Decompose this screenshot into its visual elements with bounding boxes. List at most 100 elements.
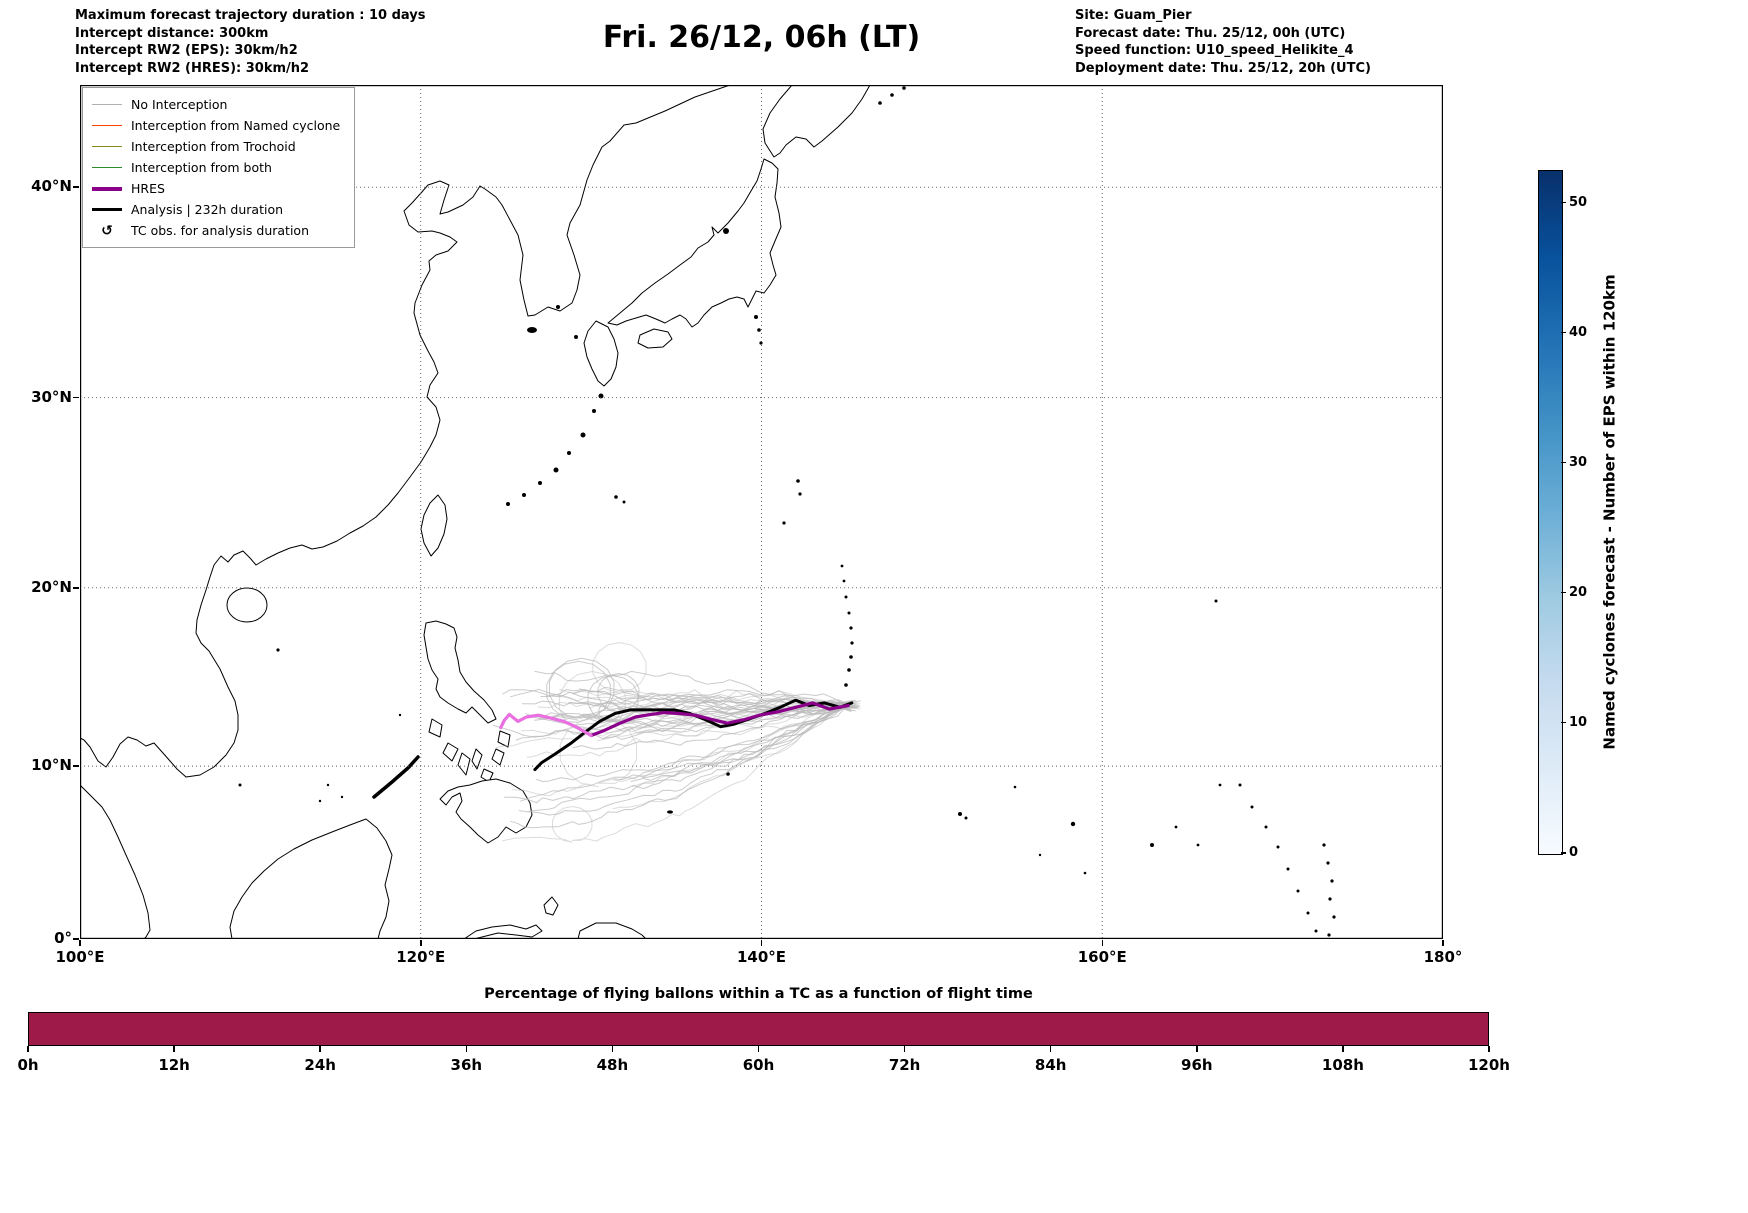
legend-item: HRES	[91, 178, 340, 199]
island-speck	[1238, 783, 1242, 787]
legend-line	[92, 124, 122, 127]
legend-item: Interception from both	[91, 157, 340, 178]
axis-tick-mark	[27, 1046, 29, 1052]
eps-trajectory	[526, 699, 856, 758]
island-speck	[567, 451, 571, 455]
eps-trajectory	[568, 707, 852, 734]
coast-sulawesi	[463, 924, 543, 939]
track-hres-light-magenta-segment-	[499, 712, 593, 738]
tc-percentage-bar	[28, 1012, 1489, 1046]
axis-tick-mark	[465, 1046, 468, 1052]
coast-mainland-asia	[80, 85, 731, 778]
coast-mindanao	[439, 778, 533, 844]
eps-trajectory	[512, 705, 861, 797]
island-speck	[553, 467, 559, 473]
coastlines	[80, 85, 1336, 939]
coast-leyte	[491, 748, 505, 766]
axis-tick-mark	[1561, 201, 1566, 204]
eps-trajectory	[503, 707, 846, 804]
island-speck	[614, 495, 618, 499]
y-tick-label: 10°N	[31, 756, 72, 775]
island-speck	[890, 93, 894, 97]
island-speck	[1332, 915, 1336, 919]
colorbar	[1538, 170, 1563, 855]
island-speck	[958, 812, 962, 816]
island-speck	[782, 521, 786, 525]
eps-trajectory	[547, 692, 854, 707]
x-tick-label: 160°E	[1077, 948, 1127, 966]
eps-trajectory	[525, 675, 856, 723]
eps-trajectory	[534, 670, 842, 703]
island-speck	[1330, 879, 1334, 883]
axis-tick-mark	[1561, 722, 1566, 724]
flight-time-tick-label: 72h	[888, 1056, 921, 1074]
island-speck	[902, 86, 906, 90]
coast-panay	[442, 742, 459, 762]
legend-line	[92, 145, 122, 148]
run-parameters-block: Maximum forecast trajectory duration : 1…	[75, 7, 426, 77]
legend-item-label: HRES	[131, 181, 165, 196]
forecast-date-line: Forecast date: Thu. 25/12, 00h (UTC)	[1075, 25, 1346, 41]
map-panel: No Interception Interception from Named c…	[80, 85, 1443, 939]
axis-tick-mark	[1561, 462, 1566, 464]
legend-item-label: Interception from Named cyclone	[131, 118, 341, 133]
island-speck	[1250, 805, 1254, 809]
x-tick-label: 120°E	[396, 948, 446, 966]
legend-line-swatch	[91, 103, 123, 106]
island-speck	[1276, 845, 1280, 849]
coast-taiwan	[420, 494, 448, 557]
legend-line-swatch	[91, 124, 123, 127]
island-speck	[842, 579, 846, 583]
island-speck	[757, 328, 761, 332]
island-speck	[556, 305, 560, 309]
legend-item: ↺ TC obs. for analysis duration	[91, 220, 340, 241]
eps-trajectory	[559, 642, 846, 705]
axis-tick-mark	[173, 1046, 175, 1052]
legend-item-label: No Interception	[131, 97, 228, 112]
map-svg	[80, 85, 1443, 939]
legend-line-swatch	[91, 186, 123, 191]
intercept-rw2-hres-line: Intercept RW2 (HRES): 30km/h2	[75, 60, 310, 76]
eps-trajectory	[572, 686, 861, 705]
eps-trajectory	[502, 706, 845, 843]
legend-item-label: Interception from Trochoid	[131, 139, 296, 154]
axis-tick-mark	[319, 1046, 321, 1052]
axis-tick-mark	[611, 1046, 614, 1052]
island-speck	[849, 655, 853, 659]
axis-tick-mark	[1196, 1046, 1198, 1052]
island-speck	[1174, 825, 1178, 829]
axis-tick-mark	[1049, 1046, 1052, 1052]
flight-time-tick-label: 48h	[596, 1056, 629, 1074]
site-info-block: Site: Guam_Pier Forecast date: Thu. 25/1…	[1075, 7, 1371, 77]
legend-item-label: Interception from both	[131, 160, 272, 175]
coast-new-guinea	[577, 922, 647, 939]
x-tick-label: 100°E	[55, 948, 105, 966]
colorbar-tick-label: 20	[1569, 584, 1588, 600]
island-speck	[723, 228, 729, 234]
colorbar-tick-label: 40	[1569, 324, 1588, 340]
island-speck	[522, 493, 526, 497]
coast-negros	[457, 752, 471, 776]
coast-halmahera	[543, 896, 559, 916]
axis-tick-mark	[1561, 592, 1566, 594]
island-speck	[667, 810, 673, 814]
axis-tick-mark	[1488, 1046, 1490, 1052]
y-tick-label: 30°N	[31, 387, 72, 406]
deployment-date-line: Deployment date: Thu. 25/12, 20h (UTC)	[1075, 60, 1371, 76]
colorbar-tick-label: 10	[1569, 714, 1588, 730]
site-line: Site: Guam_Pier	[1075, 8, 1192, 23]
legend-line-swatch	[91, 207, 123, 212]
island-speck	[1150, 843, 1154, 847]
flight-time-tick-label: 0h	[17, 1056, 39, 1074]
island-speck	[847, 668, 851, 672]
legend-line	[92, 186, 122, 191]
coast-kyushu	[583, 320, 619, 387]
track-hres	[589, 701, 850, 738]
coast-borneo	[229, 818, 393, 939]
eps-trajectory	[615, 696, 859, 709]
island-speck	[1196, 843, 1200, 847]
island-speck	[796, 479, 800, 483]
island-speck	[1314, 929, 1318, 933]
island-speck	[340, 795, 344, 799]
